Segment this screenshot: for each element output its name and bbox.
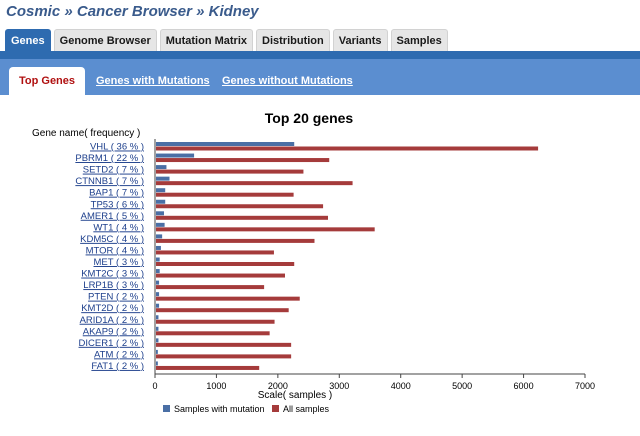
x-axis-label: Scale( samples ) [258, 390, 332, 401]
bar-all-samples [156, 192, 294, 197]
bar-all-samples [156, 285, 265, 290]
bar-all-samples [156, 331, 270, 336]
tab-variants[interactable]: Variants [332, 29, 388, 51]
subtab-genes-without-mutations[interactable]: Genes without Mutations [222, 75, 353, 87]
bar-samples-with-mutation [156, 292, 160, 297]
breadcrumb-separator: » [60, 3, 77, 20]
bar-all-samples [156, 319, 275, 324]
bar-all-samples [156, 181, 353, 186]
bar-all-samples [156, 215, 328, 220]
bar-samples-with-mutation [156, 257, 160, 262]
x-tick-label: 7000 [575, 381, 595, 391]
bar-samples-with-mutation [156, 142, 295, 146]
bar-samples-with-mutation [156, 211, 164, 216]
bar-samples-with-mutation [156, 153, 195, 158]
tab-strip [0, 51, 640, 59]
bar-all-samples [156, 238, 315, 243]
breadcrumb: Cosmic » Cancer Browser » Kidney [6, 3, 259, 21]
bar-all-samples [156, 146, 539, 151]
gene-label[interactable]: VHL ( 36 % ) [90, 142, 144, 153]
bar-samples-with-mutation [156, 199, 166, 204]
bar-samples-with-mutation [156, 222, 165, 227]
subtab-genes-with-mutations[interactable]: Genes with Mutations [96, 75, 210, 87]
bar-all-samples [156, 273, 285, 278]
gene-label[interactable]: ARID1A ( 2 % ) [80, 315, 144, 326]
x-tick-label: 1000 [206, 381, 226, 391]
breadcrumb-cosmic[interactable]: Cosmic [6, 3, 61, 20]
x-tick-label: 4000 [391, 381, 411, 391]
bar-all-samples [156, 204, 324, 209]
bar-all-samples [156, 262, 295, 266]
bar-all-samples [156, 296, 300, 301]
gene-label[interactable]: PTEN ( 2 % ) [88, 292, 144, 303]
bar-samples-with-mutation [156, 338, 159, 343]
bar-samples-with-mutation [156, 326, 159, 331]
tab-genes[interactable]: Genes [5, 29, 51, 51]
gene-label[interactable]: CTNNB1 ( 7 % ) [75, 176, 144, 187]
gene-label[interactable]: AKAP9 ( 2 % ) [83, 326, 144, 337]
bar-samples-with-mutation [156, 315, 159, 320]
tab-mutation-matrix[interactable]: Mutation Matrix [159, 29, 254, 51]
bar-samples-with-mutation [156, 269, 160, 274]
gene-label[interactable]: SETD2 ( 7 % ) [83, 165, 144, 176]
breadcrumb-kidney: Kidney [208, 3, 259, 20]
legend-label: All samples [283, 404, 330, 414]
breadcrumb-separator: » [191, 3, 209, 20]
gene-label[interactable]: WT1 ( 4 % ) [93, 222, 144, 233]
bar-samples-with-mutation [156, 361, 158, 366]
gene-label[interactable]: FAT1 ( 2 % ) [91, 361, 144, 372]
bar-all-samples [156, 169, 304, 174]
gene-label[interactable]: PBRM1 ( 22 % ) [75, 153, 144, 164]
legend-swatch [163, 405, 170, 412]
subtab-top-genes[interactable]: Top Genes [9, 67, 85, 95]
gene-label[interactable]: BAP1 ( 7 % ) [89, 188, 144, 199]
tab-genome-browser[interactable]: Genome Browser [53, 29, 157, 51]
x-tick-label: 0 [152, 381, 157, 391]
tab-distribution[interactable]: Distribution [256, 29, 330, 51]
subtab-bar: Top Genes Genes with Mutations Genes wit… [0, 59, 640, 95]
x-tick-label: 3000 [329, 381, 349, 391]
main-tabs: Genes Genome Browser Mutation Matrix Dis… [5, 29, 448, 51]
legend-swatch [272, 405, 279, 412]
bar-samples-with-mutation [156, 349, 158, 354]
x-tick-label: 2000 [268, 381, 288, 391]
bar-all-samples [156, 354, 292, 359]
breadcrumb-cancer-browser[interactable]: Cancer Browser [76, 3, 192, 20]
gene-label[interactable]: KDM5C ( 4 % ) [80, 234, 144, 245]
bar-all-samples [156, 250, 274, 255]
gene-label[interactable]: MTOR ( 4 % ) [86, 245, 144, 256]
bar-all-samples [156, 365, 260, 370]
bar-samples-with-mutation [156, 234, 163, 239]
bar-all-samples [156, 342, 292, 347]
bar-samples-with-mutation [156, 188, 166, 193]
gene-label[interactable]: KMT2C ( 3 % ) [81, 269, 144, 280]
x-tick-label: 6000 [514, 381, 534, 391]
chart-title: Top 20 genes [265, 110, 354, 126]
gene-label[interactable]: TP53 ( 6 % ) [91, 199, 144, 210]
y-axis-label: Gene name( frequency ) [32, 128, 140, 139]
gene-label[interactable]: DICER1 ( 2 % ) [79, 338, 144, 349]
bar-samples-with-mutation [156, 280, 160, 285]
content-panel: Top Genes Genes with Mutations Genes wit… [0, 59, 640, 436]
bar-samples-with-mutation [156, 245, 161, 250]
gene-label[interactable]: LRP1B ( 3 % ) [83, 280, 144, 291]
bar-samples-with-mutation [156, 303, 160, 308]
legend-label: Samples with mutation [174, 404, 265, 414]
bar-all-samples [156, 308, 289, 313]
bar-all-samples [156, 227, 375, 232]
tab-samples[interactable]: Samples [390, 29, 448, 51]
bar-samples-with-mutation [156, 165, 167, 170]
x-tick-label: 5000 [452, 381, 472, 391]
gene-label[interactable]: MET ( 3 % ) [94, 257, 145, 268]
gene-label[interactable]: ATM ( 2 % ) [94, 349, 144, 360]
gene-label[interactable]: KMT2D ( 2 % ) [81, 303, 144, 314]
gene-label[interactable]: AMER1 ( 5 % ) [81, 211, 144, 222]
bar-all-samples [156, 158, 330, 163]
bar-samples-with-mutation [156, 176, 170, 181]
